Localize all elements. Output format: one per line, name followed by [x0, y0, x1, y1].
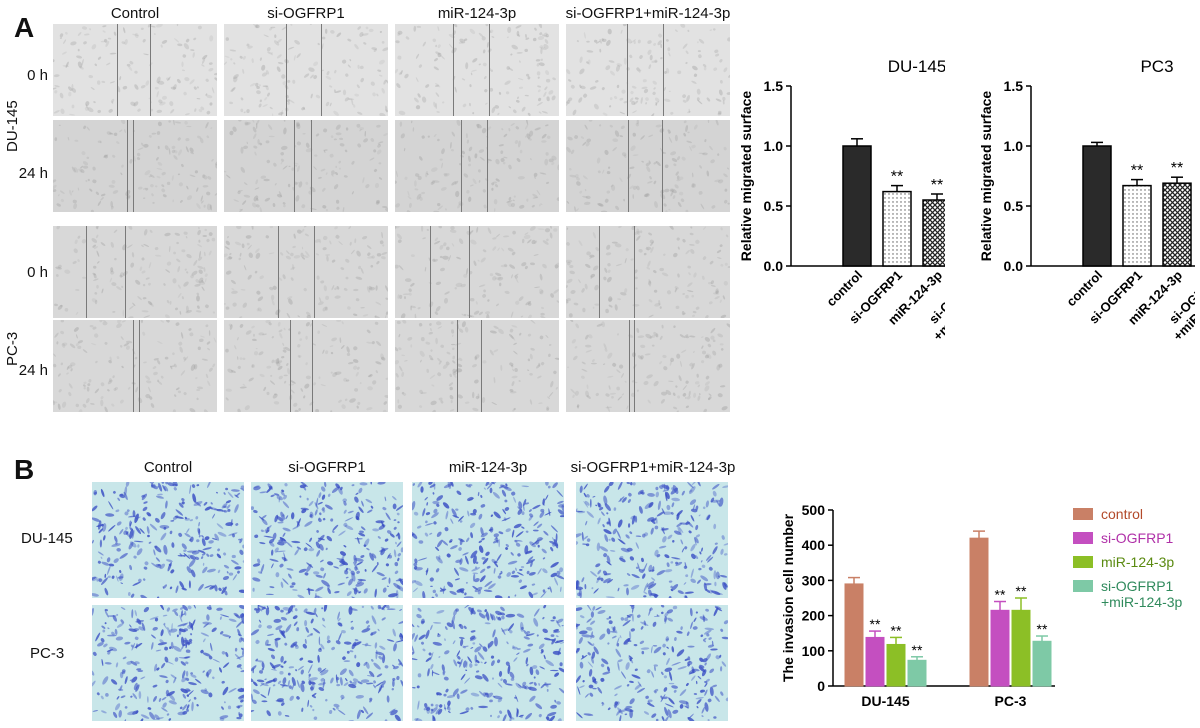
significance-label: **: [891, 622, 902, 638]
panel-b-label: B: [14, 454, 35, 485]
transwell-image: [576, 605, 728, 721]
significance-label: **: [1131, 163, 1143, 180]
bar: [886, 643, 906, 687]
transwell-image: [92, 482, 244, 598]
panel-a-time-0h-du: 0 h: [27, 67, 48, 84]
bar: [1082, 145, 1112, 267]
bar: [1122, 184, 1152, 267]
bar: [1162, 182, 1192, 267]
transwell-image: [412, 482, 564, 598]
panel-b-row-du145: DU-145: [21, 530, 73, 547]
y-tick-label: 1.0: [764, 138, 784, 154]
wound-image: [395, 320, 559, 412]
wound-image: [395, 226, 559, 318]
y-tick-label: 0.0: [1004, 258, 1024, 274]
y-tick-label: 100: [802, 643, 826, 659]
panel-b-col-si: si-OGFRP1: [288, 459, 366, 476]
panel-a-row-pc3: PC-3: [4, 331, 21, 366]
y-tick-label: 1.5: [1004, 78, 1024, 94]
wound-image: [566, 24, 730, 116]
y-tick-label: 300: [802, 572, 826, 588]
panel-b-col-control: Control: [143, 459, 193, 476]
significance-label: **: [1016, 583, 1027, 599]
y-axis-label: Relative migrated surface: [738, 91, 754, 262]
significance-label: **: [1037, 621, 1048, 637]
bar: [907, 659, 927, 687]
transwell-image: [251, 605, 403, 721]
chart-title: DU-145: [888, 57, 945, 76]
bar: [1032, 640, 1052, 687]
legend-label: si-OGFRP1 +miR-124-3p: [1101, 578, 1183, 610]
chart-pc3-migration: PC3 0.0 0.5 1.0 1.5 Relative migrated surface…: [978, 57, 1195, 344]
transwell-image: [412, 605, 564, 721]
y-tick-label: 1.5: [764, 78, 784, 94]
significance-label: **: [870, 616, 881, 632]
bar: [969, 537, 989, 687]
y-tick-label: 0.5: [764, 198, 784, 214]
panel-a-time-0h-pc: 0 h: [27, 264, 48, 281]
panel-a-time-24h-du: 24 h: [18, 165, 48, 182]
wound-image: [395, 24, 559, 116]
legend-swatch: [1073, 508, 1093, 520]
wound-image: [566, 226, 730, 318]
legend-label: miR-124-3p: [1101, 554, 1174, 570]
significance-label: **: [1171, 160, 1183, 177]
y-tick-label: 400: [802, 537, 826, 553]
wound-image: [53, 24, 217, 116]
y-axis-label: Relative migrated surface: [978, 91, 994, 262]
wound-image: [224, 320, 388, 412]
bar: [990, 609, 1010, 687]
panel-a-col-mir: miR-124-3p: [437, 5, 517, 22]
y-axis-label: The invasion cell number: [780, 513, 796, 682]
panel-b-col-combo: si-OGFRP1+miR-124-3p: [570, 459, 736, 476]
wound-image: [566, 320, 730, 412]
bar: [882, 190, 912, 267]
chart-du145-migration: DU-145 0.0 0.5 1.0 1.5 Relative migrated surf…: [738, 57, 945, 344]
panel-a-row-du145: DU-145: [4, 100, 21, 152]
significance-label: **: [912, 642, 923, 658]
panel-b-col-mir: miR-124-3p: [448, 459, 528, 476]
bar: [865, 636, 885, 687]
y-tick-label: 0.0: [764, 258, 784, 274]
bar: [842, 145, 872, 267]
y-tick-label: 0.5: [1004, 198, 1024, 214]
bar: [1011, 609, 1031, 687]
panel-a-time-24h-pc: 24 h: [18, 362, 48, 379]
category-label: PC-3: [995, 693, 1027, 709]
transwell-image: [92, 605, 244, 721]
legend-label: control: [1101, 506, 1143, 522]
panel-a-label: A: [14, 12, 35, 43]
bar: [844, 583, 864, 687]
panel-a-col-control: Control: [110, 5, 160, 22]
chart-invasion: 0 100 200 300 400 500 The invasion cell number…: [780, 502, 1183, 709]
significance-label: **: [891, 169, 903, 186]
wound-image: [53, 120, 217, 212]
legend-label: si-OGFRP1: [1101, 530, 1174, 546]
significance-label: **: [931, 177, 943, 194]
wound-image: [224, 120, 388, 212]
panel-a-col-combo: si-OGFRP1+miR-124-3p: [565, 5, 731, 22]
panel-b-row-pc3: PC-3: [30, 645, 65, 662]
wound-image: [53, 320, 217, 412]
wound-image: [566, 120, 730, 212]
wound-image: [224, 24, 388, 116]
transwell-image: [251, 482, 403, 598]
legend-swatch: [1073, 532, 1093, 544]
wound-image: [53, 226, 217, 318]
category-label: DU-145: [861, 693, 909, 709]
wound-image: [395, 120, 559, 212]
bar: [922, 199, 945, 267]
panel-a-col-si: si-OGFRP1: [267, 5, 345, 22]
chart-title: PC3: [1140, 57, 1173, 76]
y-tick-label: 1.0: [1004, 138, 1024, 154]
transwell-image: [576, 482, 728, 598]
y-tick-label: 200: [802, 608, 826, 624]
legend-swatch: [1073, 556, 1093, 568]
significance-label: **: [995, 587, 1006, 603]
wound-image: [224, 226, 388, 318]
y-tick-label: 500: [802, 502, 826, 518]
legend-swatch: [1073, 580, 1093, 592]
y-tick-label: 0: [817, 678, 825, 694]
